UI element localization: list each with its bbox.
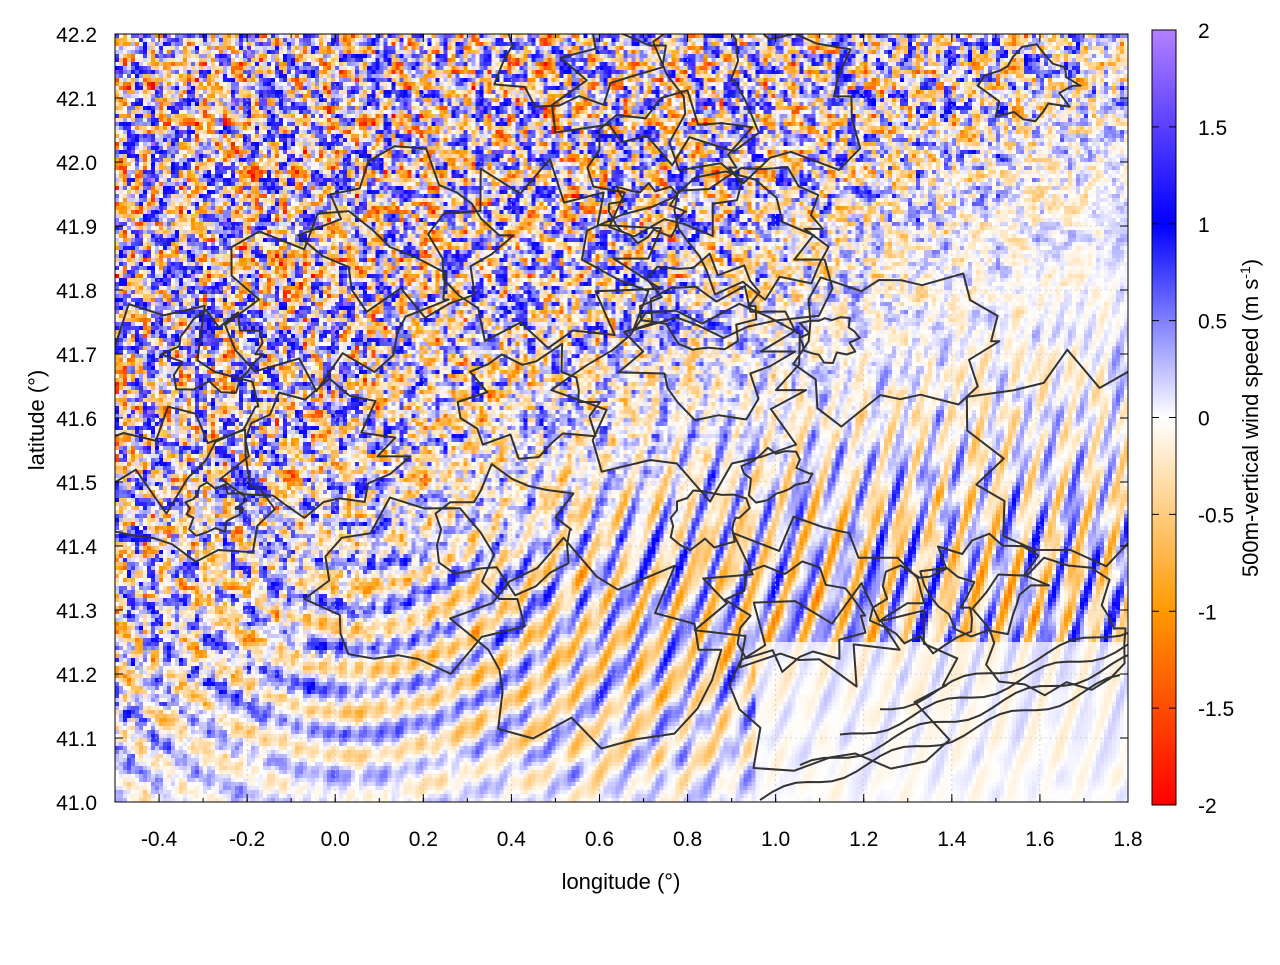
y-tick-label: 41.4	[56, 536, 97, 559]
y-tick-label: 41.5	[56, 472, 97, 495]
contour-line	[868, 564, 976, 655]
coastline-contour	[839, 643, 1128, 736]
contour-line	[115, 303, 260, 515]
contour-lines	[115, 34, 1128, 801]
contour-line	[434, 463, 575, 597]
contour-line	[580, 170, 834, 339]
y-tick-label: 41.9	[56, 216, 97, 239]
contour-line	[639, 252, 761, 351]
contour-line	[297, 145, 515, 319]
colorbar-title-main: 500m-vertical wind speed (m s	[1238, 279, 1263, 577]
contour-line	[652, 34, 862, 184]
contour-line	[976, 43, 1082, 123]
colorbar-title-close: )	[1238, 259, 1263, 266]
contour-line	[971, 556, 1127, 697]
colorbar-tick-label: -0.5	[1198, 504, 1234, 527]
contour-line	[160, 309, 265, 394]
x-tick-label: -0.4	[141, 828, 178, 851]
colorbar-ticks: 2 1.5 1 0.5 0 -0.5 -1 -1.5 -2	[1152, 20, 1234, 818]
contour-line	[219, 377, 412, 519]
x-tick-label: 1.6	[1025, 828, 1054, 851]
contour-line	[740, 446, 814, 504]
contour-line	[607, 182, 688, 245]
x-tick-label: 0.8	[673, 828, 702, 851]
contour-line	[798, 316, 861, 364]
x-tick-label: 0.2	[409, 828, 438, 851]
contour-line	[449, 536, 723, 750]
contour-line	[551, 34, 760, 167]
contour-line	[184, 481, 248, 537]
contour-line	[965, 348, 1128, 568]
y-tick-label: 41.1	[56, 728, 97, 751]
colorbar-tick-label: 0	[1198, 408, 1210, 431]
colorbar-tick-label: -2	[1198, 795, 1217, 818]
y-tick-label: 42.2	[56, 24, 97, 47]
y-tick-label: 41.8	[56, 280, 97, 303]
contour-line	[728, 582, 959, 772]
colorbar-tick-label: 0.5	[1198, 311, 1227, 334]
y-tick-label: 42.1	[56, 88, 97, 111]
x-tick-label: 1.8	[1113, 828, 1142, 851]
contour-line	[586, 89, 754, 238]
x-axis: -0.4 -0.2 0.0 0.2 0.4 0.6 0.8 1.0 1.2 1.4 1.6 1.8	[114, 34, 1143, 851]
x-tick-label: 1.0	[761, 828, 790, 851]
y-axis: 41.0 41.1 41.2 41.3 41.4 41.5 41.6 41.7 41.8 41.9…	[56, 24, 1128, 815]
contour-line	[224, 210, 450, 393]
coastline-contour	[880, 631, 1128, 711]
x-tick-label: 0.4	[497, 828, 527, 851]
colorbar-tick-label: -1.5	[1198, 698, 1234, 721]
contour-line	[456, 342, 601, 460]
contour-line	[303, 496, 526, 675]
x-tick-label: 0.6	[585, 828, 614, 851]
y-tick-label: 41.3	[56, 600, 97, 623]
colorbar-title: 500m-vertical wind speed (m s-1)	[1237, 259, 1263, 577]
contour-line	[115, 405, 276, 563]
contour-line	[673, 166, 830, 301]
x-tick-label: 1.2	[849, 828, 878, 851]
contour-line	[693, 515, 926, 688]
contour-line	[919, 532, 1051, 638]
contour-line	[427, 158, 663, 350]
colorbar-tick-label: 1.5	[1198, 117, 1227, 140]
coastline-contour	[759, 674, 1121, 801]
colorbar-tick-label: -1	[1198, 601, 1217, 624]
x-tick-label: 1.4	[937, 828, 967, 851]
colorbar-tick-label: 1	[1198, 214, 1210, 237]
y-tick-label: 42.0	[56, 152, 97, 175]
contour-line	[493, 34, 667, 108]
y-tick-label: 41.6	[56, 408, 97, 431]
colorbar-tick-label: 2	[1198, 20, 1210, 43]
contour-line	[669, 489, 751, 552]
contour-line	[792, 272, 1001, 428]
x-axis-title: longitude (°)	[562, 869, 681, 894]
coastline-contour	[799, 654, 1128, 766]
y-tick-label: 41.0	[56, 792, 97, 815]
y-tick-label: 41.7	[56, 344, 97, 367]
y-tick-label: 41.2	[56, 664, 97, 687]
colorbar-title-superscript: -1	[1237, 266, 1253, 279]
x-tick-label: 0.0	[321, 828, 350, 851]
y-axis-title: latitude (°)	[24, 370, 49, 471]
contour-line	[724, 560, 867, 673]
x-tick-label: -0.2	[229, 828, 265, 851]
